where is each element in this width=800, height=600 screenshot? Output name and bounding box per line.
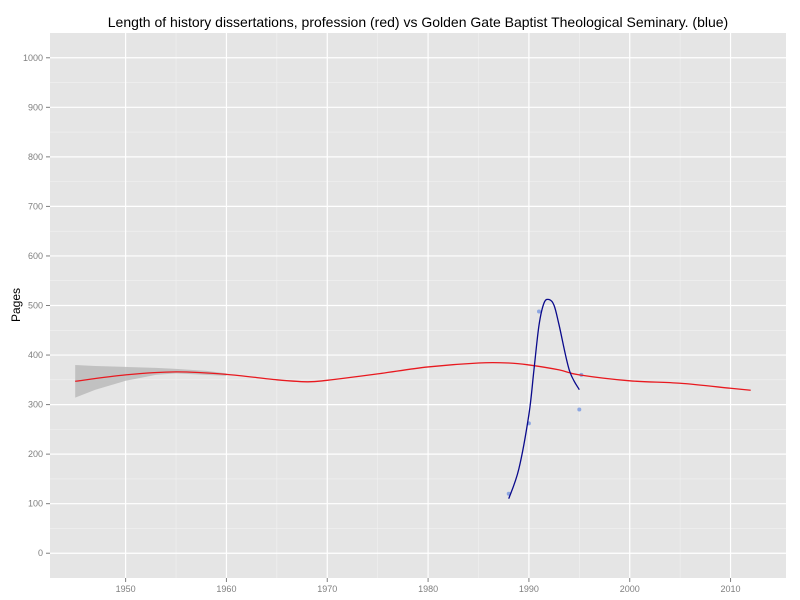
axis-ticks: 1950 1960 1970 1980 1990 2000 2010 0 100 200 300 40…: [23, 53, 741, 594]
y-tick-label: 600: [28, 251, 43, 261]
x-tick-label: 1980: [418, 584, 438, 594]
y-tick-label: 400: [28, 350, 43, 360]
y-tick-label: 100: [28, 499, 43, 509]
y-tick-label: 200: [28, 449, 43, 459]
x-tick-label: 1960: [216, 584, 236, 594]
profession-line: [75, 361, 751, 391]
x-tick-label: 1990: [519, 584, 539, 594]
y-tick-label: 1000: [23, 53, 43, 63]
y-tick-label: 900: [28, 102, 43, 112]
x-tick-label: 2000: [620, 584, 640, 594]
chart-marks: [75, 298, 751, 499]
y-tick-label: 800: [28, 152, 43, 162]
y-tick-label: 700: [28, 201, 43, 211]
seminary-line: [508, 298, 580, 499]
y-tick-label: 0: [38, 548, 43, 558]
profession-confidence-band: [75, 364, 227, 398]
x-tick-label: 2010: [721, 584, 741, 594]
grid-major: [50, 33, 786, 578]
x-tick-label: 1970: [317, 584, 337, 594]
y-tick-label: 500: [28, 301, 43, 311]
seminary-point: [536, 309, 541, 314]
chart-title: Length of history dissertations, profess…: [107, 14, 729, 30]
y-tick-label: 300: [28, 400, 43, 410]
seminary-point: [577, 407, 582, 412]
x-tick-label: 1950: [116, 584, 136, 594]
